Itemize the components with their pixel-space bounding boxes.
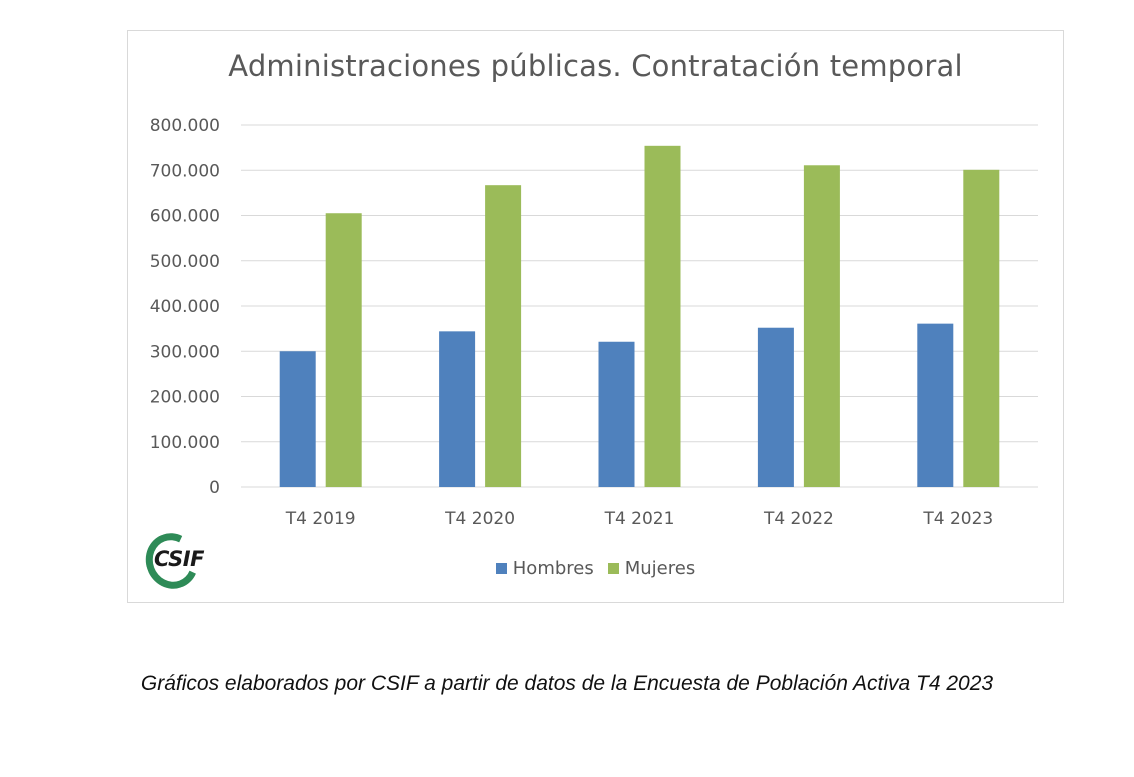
bar-mujeres-1 [485,185,522,487]
y-tick-label: 400.000 [150,297,220,317]
x-tick-label: T4 2023 [922,509,993,529]
csif-logo: CSIF [137,525,214,597]
x-tick-label: T4 2021 [604,509,675,529]
legend-swatch-hombres [495,563,507,574]
bar-hombres-2 [598,341,635,487]
y-tick-label: 100.000 [150,433,220,453]
bar-hombres-4 [917,323,954,487]
chart-title: Administraciones públicas. Contratación … [228,49,963,83]
bar-mujeres-2 [644,145,681,487]
y-tick-label: 600.000 [150,207,220,227]
legend-label-hombres: Hombres [512,558,594,579]
x-tick-label: T4 2019 [285,509,356,529]
y-tick-label: 500.000 [150,252,220,272]
y-tick-label: 800.000 [150,116,220,136]
bar-hombres-3 [757,327,794,487]
bar-mujeres-3 [803,165,840,487]
legend-label-mujeres: Mujeres [624,558,696,579]
y-tick-label: 700.000 [150,161,220,181]
figure-caption: Gráficos elaborados por CSIF a partir de… [140,672,994,695]
bar-hombres-1 [439,331,476,487]
legend-item-mujeres: Mujeres [607,558,696,579]
bar-mujeres-0 [325,213,362,488]
x-tick-label: T4 2022 [763,509,834,529]
chart-container: Administraciones públicas. Contratación … [127,30,1064,603]
legend-item-hombres: Hombres [495,558,594,579]
logo-text: CSIF [154,547,204,571]
legend-swatch-mujeres [607,563,619,574]
x-tick-label: T4 2020 [444,509,515,529]
y-tick-label: 200.000 [150,388,220,408]
y-tick-label: 0 [209,478,220,498]
y-tick-label: 300.000 [150,342,220,362]
chart-legend: Hombres Mujeres [128,558,1063,579]
chart-plot-area: 0 100.000 200.000 300.000 400.000 500.000 600.… [150,116,1038,529]
bar-mujeres-4 [963,169,1000,488]
bar-hombres-0 [279,351,316,487]
